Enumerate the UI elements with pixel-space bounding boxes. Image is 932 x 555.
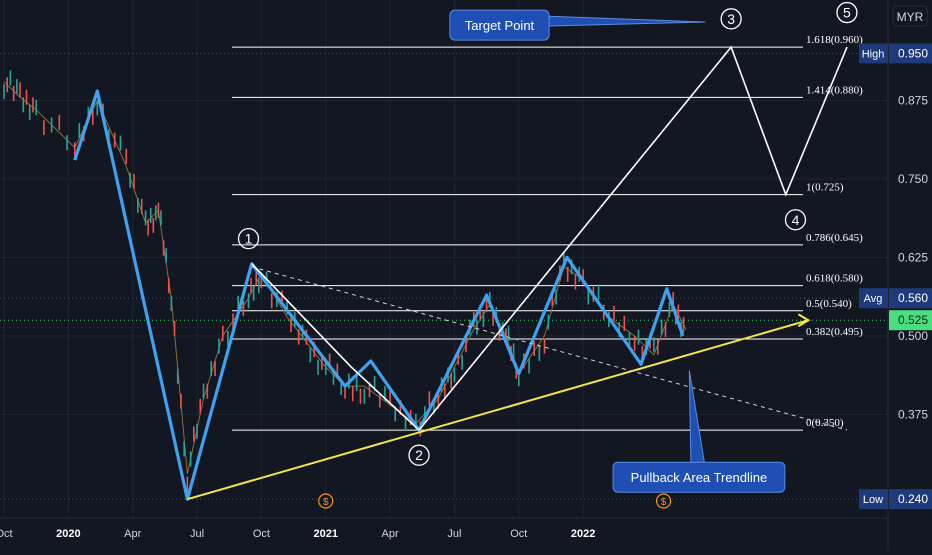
price-tag-value-bg bbox=[889, 43, 932, 64]
dividend-marker bbox=[318, 493, 334, 509]
price-tag-value-bg bbox=[889, 489, 932, 510]
fib-level-label: 1.414(0.880) bbox=[806, 84, 863, 96]
callout-text: Pullback Area Trendline bbox=[631, 470, 768, 485]
time-tick-label: Oct bbox=[253, 528, 270, 540]
price-tag-value: 0.525 bbox=[898, 313, 928, 327]
currency-label: MYR bbox=[897, 10, 924, 24]
wave-marker-label: 4 bbox=[792, 212, 800, 228]
currency-box bbox=[892, 5, 928, 27]
projection-line bbox=[418, 45, 848, 431]
time-tick-label: 2021 bbox=[313, 528, 337, 540]
wave-line bbox=[73, 89, 685, 501]
time-axis[interactable]: Oct 2020 Apr Jul Oct 2021 Apr Jul Oct 2022 bbox=[0, 517, 888, 540]
price-tag-value: 0.240 bbox=[898, 492, 928, 506]
fib-level-label: 0.618(0.580) bbox=[806, 273, 863, 285]
price-tag-name-bg bbox=[859, 288, 888, 309]
trendline-arrowhead bbox=[797, 313, 811, 328]
time-tick-label: Jul bbox=[447, 528, 461, 540]
price-tag-name-bg bbox=[859, 489, 888, 510]
price-tag-value: 0.560 bbox=[898, 291, 928, 305]
price-tick-label: 0.875 bbox=[898, 93, 928, 107]
price-tag-name: High bbox=[862, 48, 885, 60]
price-axis[interactable]: 0.875 0.750 0.625 0.500 0.375 MYR High 0.950 Avg… bbox=[859, 0, 932, 550]
price-axis-panel bbox=[888, 0, 932, 550]
wave-marker-circle bbox=[237, 227, 260, 250]
price-tag-value-bg bbox=[889, 310, 932, 331]
time-tick-label: Oct bbox=[510, 528, 527, 540]
wave-marker-label: 2 bbox=[415, 447, 423, 463]
fibonacci-levels: 1.618(0.960) 1.414(0.880) 1(0.725) 0.786(0.… bbox=[232, 34, 863, 431]
connector-line bbox=[251, 263, 420, 431]
fib-level-label: 0(0.350) bbox=[806, 417, 844, 429]
fib-level-label: 0.786(0.645) bbox=[806, 232, 863, 244]
wave-marker-circle bbox=[784, 209, 807, 231]
price-tag-name: Avg bbox=[864, 293, 883, 305]
price-tick-label: 0.750 bbox=[898, 172, 928, 186]
price-tick-label: 0.375 bbox=[898, 407, 928, 421]
series: $ $ bbox=[3, 45, 848, 509]
price-tag-name: Low bbox=[863, 494, 883, 506]
time-tick-label: Apr bbox=[382, 528, 399, 540]
dividend-marker bbox=[655, 493, 672, 509]
wave-marker-label: 3 bbox=[727, 11, 735, 27]
fib-level-label: 0.5(0.540) bbox=[806, 298, 852, 310]
time-tick-label: 2020 bbox=[56, 528, 80, 540]
dividend-glyph: $ bbox=[323, 497, 329, 508]
callout-box bbox=[612, 461, 786, 493]
price-tag-value: 0.950 bbox=[898, 46, 928, 60]
dividend-glyph: $ bbox=[661, 497, 667, 508]
price-tick-label: 0.625 bbox=[898, 250, 928, 264]
time-tick-label: 2022 bbox=[571, 528, 595, 540]
fib-level-label: 1(0.725) bbox=[806, 182, 844, 194]
price-tag-value-bg bbox=[889, 288, 932, 309]
wave-marker-label: 5 bbox=[843, 5, 851, 21]
trendline-line bbox=[187, 319, 809, 501]
time-tick-label: Apr bbox=[124, 528, 141, 540]
annotations: Target Point Pullback Area Trendline bbox=[449, 9, 786, 493]
price-tag-name-bg bbox=[859, 43, 888, 64]
fib-level-label: 1.618(0.960) bbox=[806, 34, 863, 46]
callout-pointer bbox=[544, 15, 706, 27]
callout-text: Target Point bbox=[465, 18, 535, 33]
fib-level-label: 0.382(0.495) bbox=[806, 326, 863, 338]
time-tick-label: Jul bbox=[190, 528, 204, 540]
dashed-trendline-line bbox=[251, 266, 848, 431]
price-tick-label: 0.500 bbox=[898, 329, 928, 343]
wave-marker-circle bbox=[720, 8, 742, 30]
wave-marker-circle bbox=[408, 444, 430, 466]
callout-box bbox=[449, 9, 550, 41]
wave-marker-label: 1 bbox=[245, 231, 253, 247]
time-tick-label: Oct bbox=[0, 528, 13, 540]
wave-markers: 1 2 3 4 5 bbox=[237, 1, 858, 466]
wave-marker-circle bbox=[836, 1, 858, 24]
